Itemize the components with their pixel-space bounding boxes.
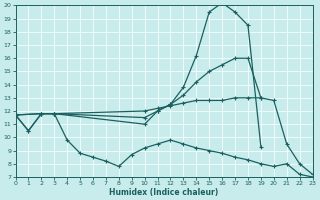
X-axis label: Humidex (Indice chaleur): Humidex (Indice chaleur) bbox=[109, 188, 219, 197]
